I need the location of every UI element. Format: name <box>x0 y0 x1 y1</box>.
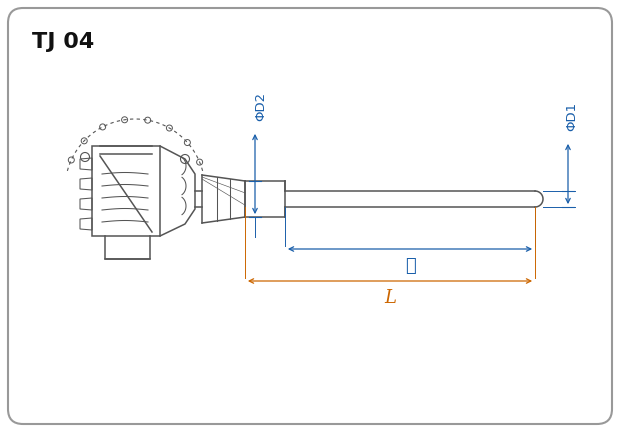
FancyBboxPatch shape <box>8 8 612 424</box>
Text: TJ 04: TJ 04 <box>32 32 94 52</box>
Text: ΦD2: ΦD2 <box>254 92 267 121</box>
Text: ℓ: ℓ <box>405 257 415 275</box>
Text: L: L <box>384 289 396 307</box>
Text: ΦD1: ΦD1 <box>565 102 578 131</box>
